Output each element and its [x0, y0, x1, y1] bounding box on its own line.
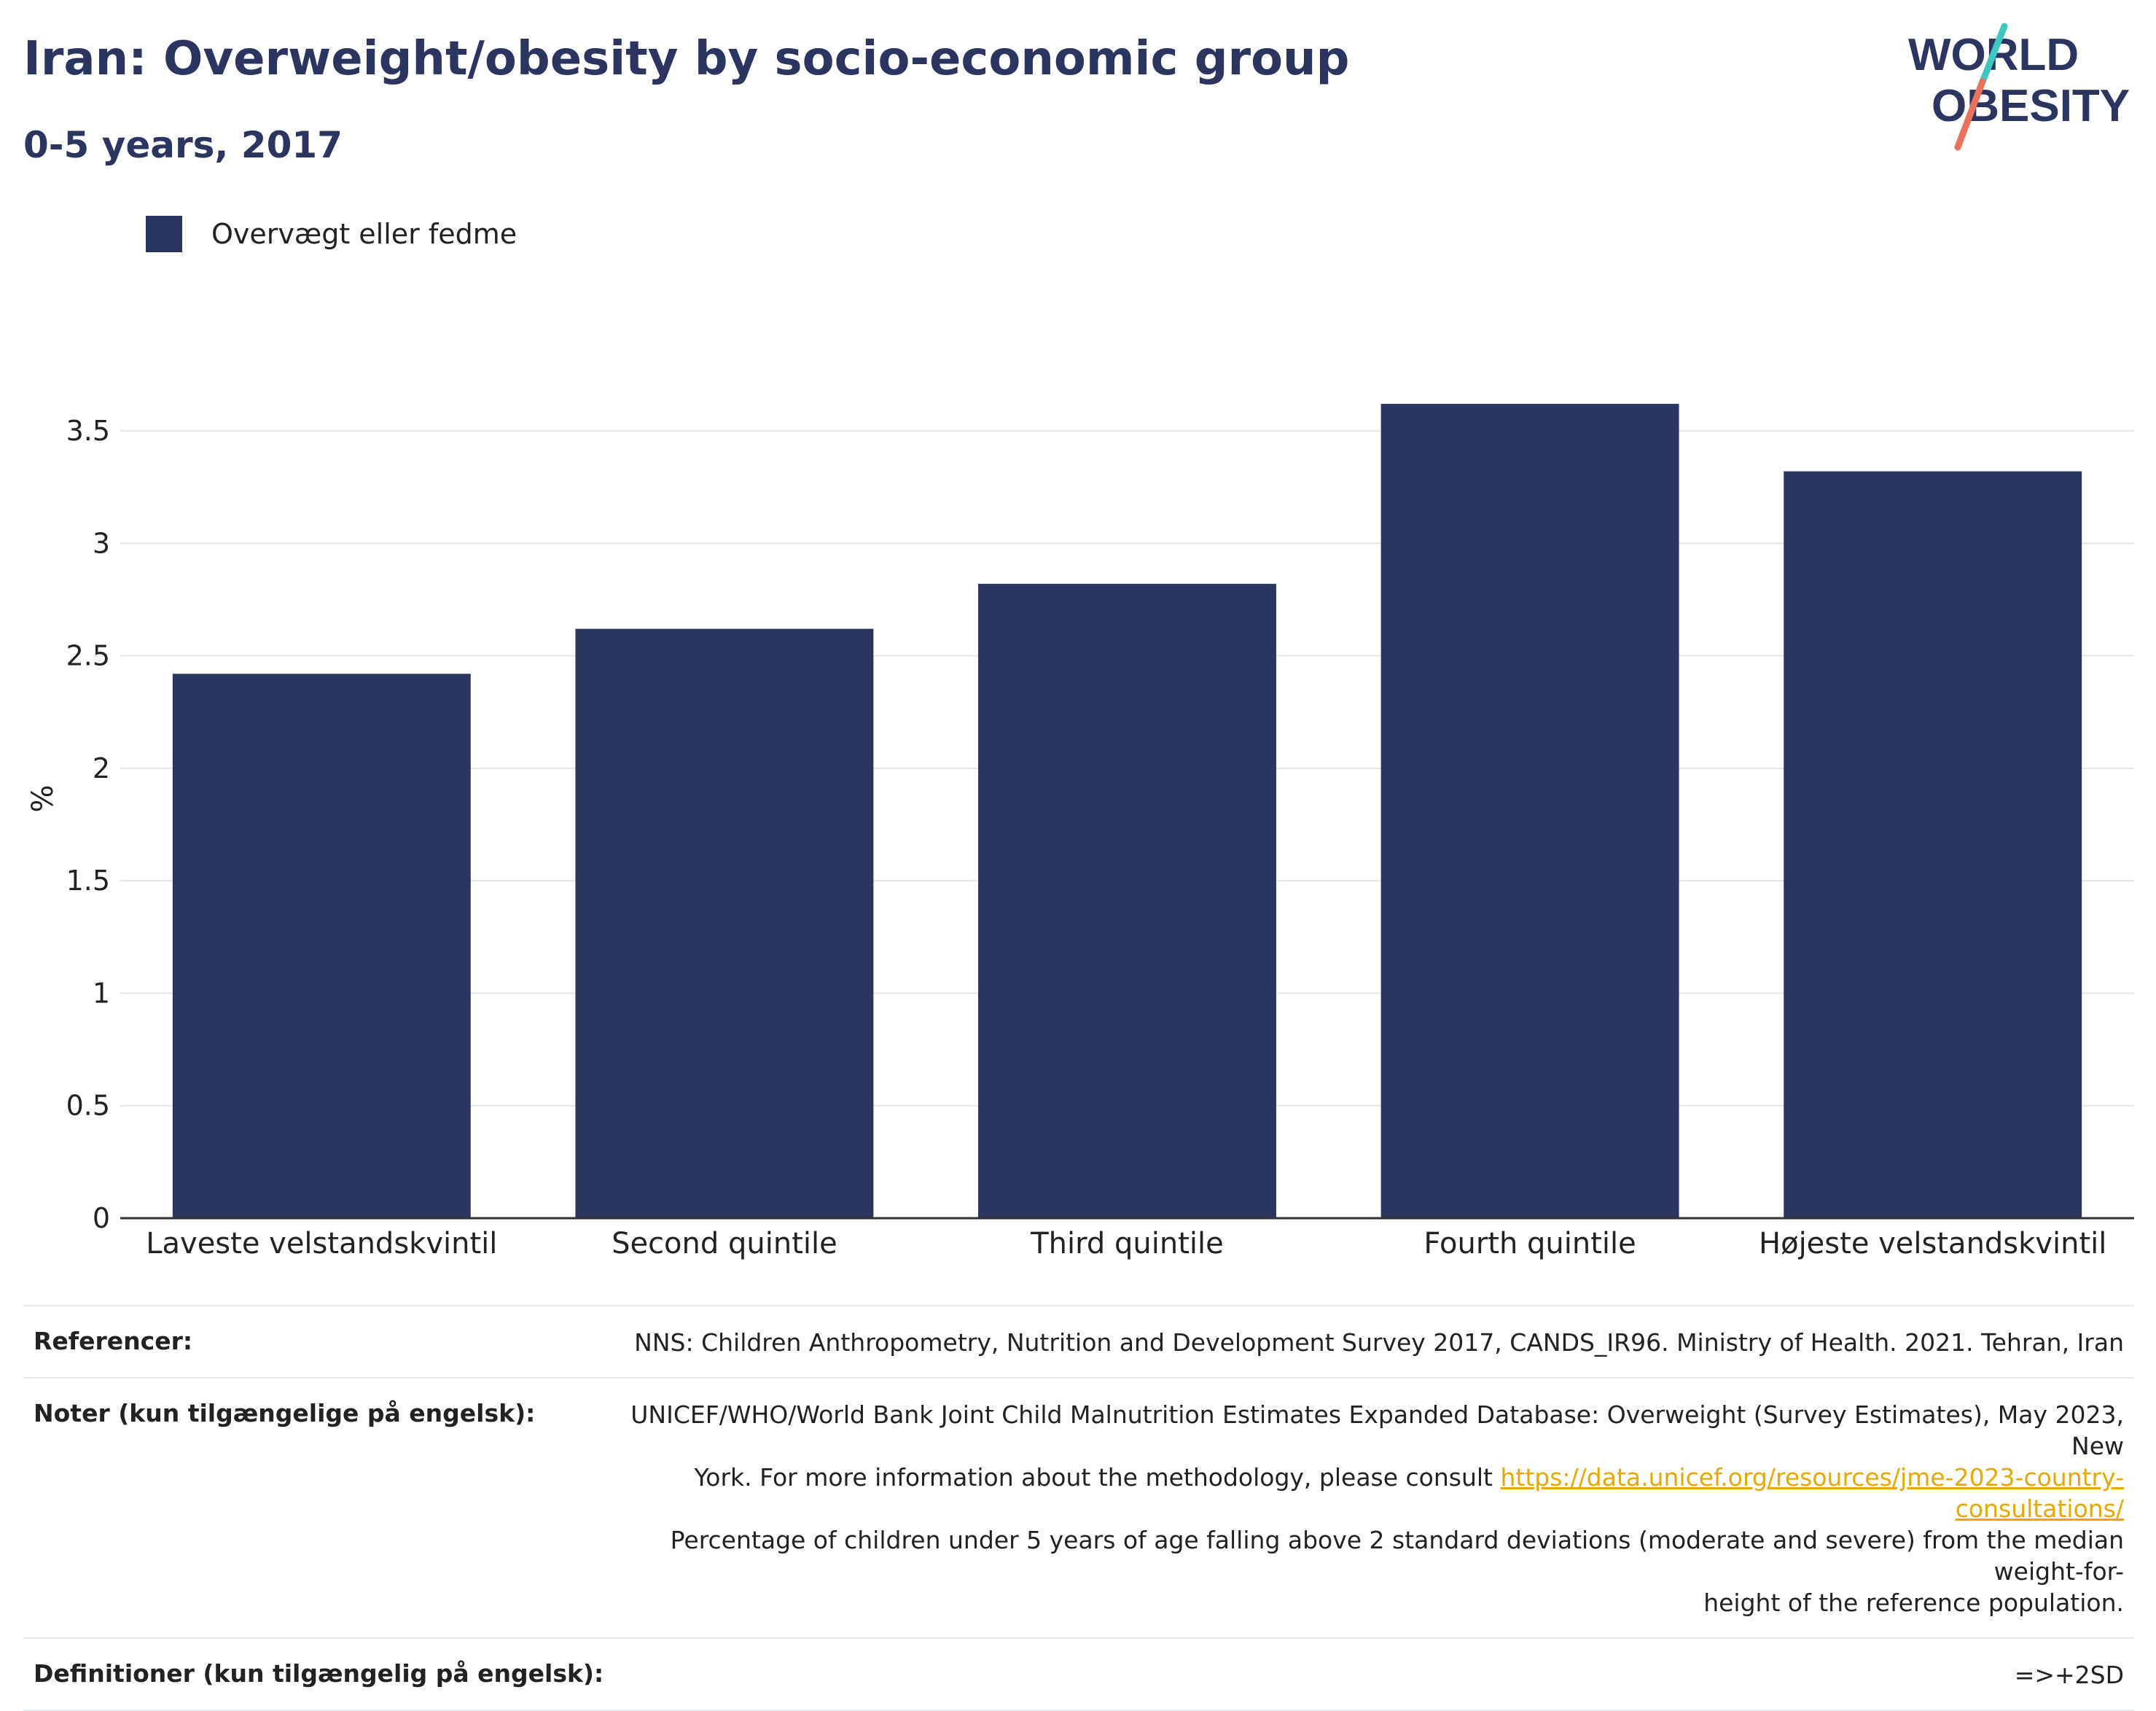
y-tick-label: 3 — [93, 527, 110, 559]
notes-label: Noter (kun tilgængelige på engelsk): — [34, 1399, 536, 1427]
notes-line-4: height of the reference population. — [1703, 1589, 2124, 1617]
y-tick-label: 0.5 — [66, 1090, 110, 1122]
notes-value: UNICEF/WHO/World Bank Joint Child Malnut… — [579, 1399, 2124, 1618]
y-tick-label: 2 — [93, 752, 110, 784]
definitions-label: Definitioner (kun tilgængelig på engelsk… — [34, 1659, 604, 1688]
chart-legend: Overvægt eller fedme — [146, 216, 517, 252]
divider — [23, 1377, 2134, 1379]
x-tick-label: Højeste velstandskvintil — [1759, 1227, 2106, 1260]
world-obesity-logo: WORLD OBESITY — [1908, 23, 2130, 151]
bar-chart: 0 0.5 1 1.5 2 2.5 3 3.5 Laveste velstandskvintil… — [26, 403, 2134, 1260]
y-axis-title: % — [26, 784, 60, 812]
references-value: NNS: Children Anthropometry, Nutrition a… — [634, 1328, 2124, 1357]
definitions-value: =>+2SD — [2014, 1661, 2124, 1689]
legend-label: Overvægt eller fedme — [211, 218, 517, 250]
chart-title: Iran: Overweight/obesity by socio-econom… — [23, 32, 1350, 86]
x-tick-label: Fourth quintile — [1423, 1227, 1636, 1260]
chart-subtitle: 0-5 years, 2017 — [23, 124, 343, 166]
x-tick-label: Laveste velstandskvintil — [146, 1227, 497, 1260]
notes-line-3: Percentage of children under 5 years of … — [670, 1526, 2124, 1586]
bar — [575, 628, 874, 1218]
bar — [978, 583, 1276, 1218]
y-tick-label: 3.5 — [66, 415, 110, 447]
bar — [1380, 403, 1679, 1218]
references-label: Referencer: — [34, 1327, 193, 1355]
y-tick-label: 1 — [93, 977, 110, 1009]
y-tick-label: 0 — [93, 1202, 110, 1234]
definitions-row: Definitioner (kun tilgængelig på engelsk… — [23, 1639, 2134, 1710]
legend-swatch — [146, 216, 182, 252]
divider — [23, 1305, 2134, 1306]
x-tick-label: Third quintile — [1030, 1227, 1223, 1260]
y-tick-label: 2.5 — [66, 640, 110, 672]
notes-line-2-text: York. For more information about the met… — [694, 1463, 1493, 1492]
notes-line-2: York. For more information about the met… — [579, 1462, 2124, 1524]
y-tick-label: 1.5 — [66, 865, 110, 897]
bar — [172, 674, 471, 1218]
references-row: Referencer: NNS: Children Anthropometry,… — [23, 1306, 2134, 1377]
logo-slash-teal — [1979, 23, 2008, 85]
methodology-link[interactable]: https://data.unicef.org/resources/jme-20… — [1500, 1463, 2125, 1523]
x-tick-label: Second quintile — [612, 1227, 837, 1260]
notes-line-1: UNICEF/WHO/World Bank Joint Child Malnut… — [630, 1400, 2124, 1460]
metadata-table: Referencer: NNS: Children Anthropometry,… — [23, 1305, 2134, 1711]
notes-row: Noter (kun tilgængelige på engelsk): UNI… — [23, 1379, 2134, 1637]
bar — [1784, 471, 2082, 1218]
logo-slash-coral — [1954, 78, 1986, 151]
